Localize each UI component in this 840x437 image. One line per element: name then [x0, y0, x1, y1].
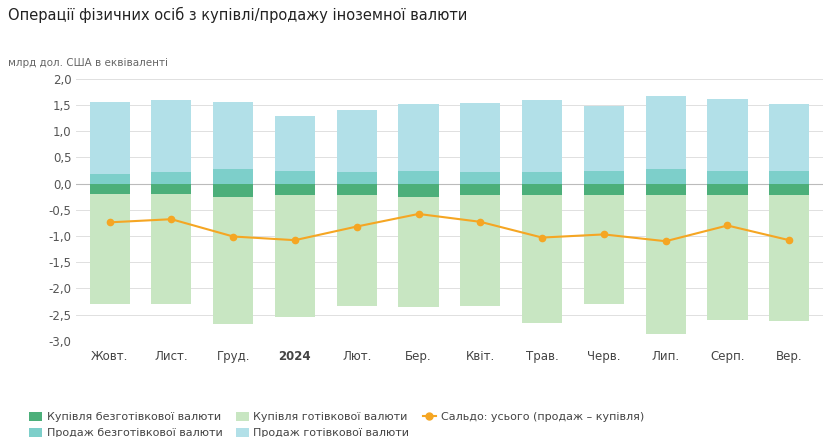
Bar — [522, 100, 562, 172]
Bar — [646, 195, 685, 334]
Bar — [151, 184, 192, 194]
Bar — [584, 106, 624, 171]
Bar — [151, 172, 192, 184]
Bar — [522, 172, 562, 184]
Bar — [275, 116, 315, 171]
Bar — [646, 97, 685, 169]
Bar — [522, 195, 562, 323]
Bar — [460, 172, 501, 184]
Bar — [646, 184, 685, 195]
Text: Жовт.: Жовт. — [91, 350, 129, 363]
Bar — [337, 184, 377, 195]
Text: млрд дол. США в еквіваленті: млрд дол. США в еквіваленті — [8, 58, 168, 68]
Bar — [769, 184, 809, 195]
Legend: Купівля безготівкової валюти, Продаж безготівкової валюти, Купівля готівкової ва: Купівля безготівкової валюти, Продаж без… — [29, 412, 643, 437]
Bar — [522, 184, 562, 195]
Bar — [90, 194, 129, 304]
Bar — [460, 184, 501, 195]
Bar — [90, 174, 129, 184]
Text: Лист.: Лист. — [155, 350, 188, 363]
Bar — [460, 195, 501, 306]
Text: Операції фізичних осіб з купівлі/продажу іноземної валюти: Операції фізичних осіб з купівлі/продажу… — [8, 7, 468, 23]
Bar — [398, 184, 438, 197]
Text: 2024: 2024 — [279, 350, 312, 363]
Bar — [275, 171, 315, 184]
Bar — [90, 184, 129, 194]
Bar — [584, 184, 624, 195]
Bar — [646, 169, 685, 184]
Bar — [584, 195, 624, 304]
Bar — [275, 184, 315, 195]
Bar — [337, 110, 377, 172]
Bar — [151, 100, 192, 172]
Bar — [90, 102, 129, 174]
Bar — [398, 197, 438, 307]
Bar — [707, 195, 748, 320]
Text: Серп.: Серп. — [710, 350, 745, 363]
Text: Квіт.: Квіт. — [465, 350, 495, 363]
Bar — [398, 171, 438, 184]
Bar — [151, 194, 192, 304]
Text: Вер.: Вер. — [776, 350, 802, 363]
Bar — [769, 171, 809, 184]
Bar — [707, 171, 748, 184]
Text: Груд.: Груд. — [217, 350, 250, 363]
Bar — [213, 102, 253, 169]
Text: Черв.: Черв. — [587, 350, 621, 363]
Bar — [707, 184, 748, 195]
Bar — [707, 99, 748, 171]
Bar — [213, 169, 253, 184]
Bar — [460, 103, 501, 172]
Text: Лип.: Лип. — [652, 350, 680, 363]
Bar — [398, 104, 438, 171]
Bar — [769, 195, 809, 321]
Bar — [213, 197, 253, 323]
Text: Трав.: Трав. — [526, 350, 559, 363]
Bar — [769, 104, 809, 171]
Bar — [584, 171, 624, 184]
Bar — [337, 195, 377, 306]
Text: Бер.: Бер. — [405, 350, 432, 363]
Text: Лют.: Лют. — [342, 350, 371, 363]
Bar — [213, 184, 253, 197]
Bar — [337, 172, 377, 184]
Bar — [275, 195, 315, 317]
